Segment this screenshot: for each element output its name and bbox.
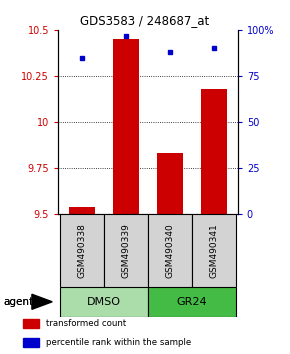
Bar xyxy=(157,153,183,214)
Bar xyxy=(104,214,148,287)
Text: GSM490339: GSM490339 xyxy=(122,223,130,278)
Bar xyxy=(200,89,227,214)
Bar xyxy=(69,207,95,214)
Text: GSM490338: GSM490338 xyxy=(78,223,87,278)
Bar xyxy=(23,338,39,347)
Text: agent: agent xyxy=(3,297,33,307)
Polygon shape xyxy=(32,294,52,309)
Text: GR24: GR24 xyxy=(176,297,207,307)
Bar xyxy=(113,39,139,214)
Text: transformed count: transformed count xyxy=(46,319,127,329)
Bar xyxy=(60,214,104,287)
Bar xyxy=(23,319,39,329)
Bar xyxy=(192,214,235,287)
Text: GSM490341: GSM490341 xyxy=(209,223,218,278)
Text: DMSO: DMSO xyxy=(87,297,121,307)
Bar xyxy=(148,287,235,317)
Text: agent: agent xyxy=(3,297,33,307)
Bar xyxy=(60,287,148,317)
Text: percentile rank within the sample: percentile rank within the sample xyxy=(46,338,192,347)
Text: GSM490340: GSM490340 xyxy=(165,223,174,278)
Text: GDS3583 / 248687_at: GDS3583 / 248687_at xyxy=(80,13,210,27)
Bar xyxy=(148,214,192,287)
